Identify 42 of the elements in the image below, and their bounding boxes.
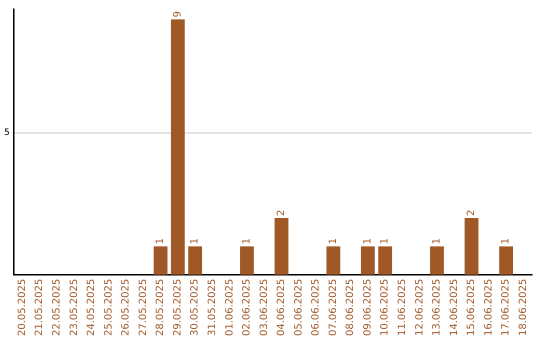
data-label: 2 (276, 210, 288, 216)
x-tick-label: 17.06.2025 (500, 278, 512, 336)
x-tick-label: 10.06.2025 (380, 278, 391, 336)
x-tick-label: 03.06.2025 (258, 278, 270, 336)
x-tick-label: 31.05.2025 (206, 278, 218, 336)
x-tick-label: 18.06.2025 (518, 278, 529, 336)
x-tick-label: 24.05.2025 (86, 278, 98, 336)
x-tick-label: 11.06.2025 (397, 278, 408, 336)
data-label: 2 (466, 210, 478, 216)
x-tick-label: 13.06.2025 (432, 278, 443, 336)
data-label: 1 (328, 238, 339, 244)
x-tick-label: 28.05.2025 (155, 278, 166, 336)
data-label: 1 (380, 238, 391, 244)
x-tick-label: 08.06.2025 (345, 278, 356, 336)
y-tick-label: 5 (4, 128, 10, 138)
x-tick-label: 29.05.2025 (172, 278, 184, 336)
data-label: 1 (500, 238, 512, 244)
x-tick-label: 27.05.2025 (138, 278, 149, 336)
data-label: 1 (190, 238, 201, 244)
x-tick-label: 14.06.2025 (448, 278, 460, 336)
data-label: 1 (432, 238, 443, 244)
x-tick-label: 20.05.2025 (16, 278, 28, 336)
data-label: 9 (172, 10, 184, 18)
data-label: 1 (242, 238, 253, 244)
x-tick-label: 09.06.2025 (362, 278, 374, 336)
x-tick-label: 02.06.2025 (242, 278, 253, 336)
data-label: 1 (155, 238, 166, 244)
x-tick-label: 23.05.2025 (68, 278, 80, 336)
x-tick-label: 04.06.2025 (276, 278, 288, 336)
x-tick-label: 26.05.2025 (120, 278, 132, 336)
x-tick-label: 21.05.2025 (34, 278, 46, 336)
x-tick-label: 15.06.2025 (466, 278, 478, 336)
x-tick-label: 30.05.2025 (190, 278, 201, 336)
x-tick-label: 07.06.2025 (328, 278, 339, 336)
x-tick-label: 01.06.2025 (224, 278, 236, 336)
x-tick-label: 12.06.2025 (414, 278, 426, 336)
data-label: 1 (362, 238, 374, 244)
x-tick-label: 05.06.2025 (293, 278, 304, 336)
x-tick-label: 16.06.2025 (483, 278, 494, 336)
x-tick-label: 22.05.2025 (52, 278, 63, 336)
x-tick-label: 25.05.2025 (103, 278, 114, 336)
x-tick-label: 06.06.2025 (310, 278, 322, 336)
